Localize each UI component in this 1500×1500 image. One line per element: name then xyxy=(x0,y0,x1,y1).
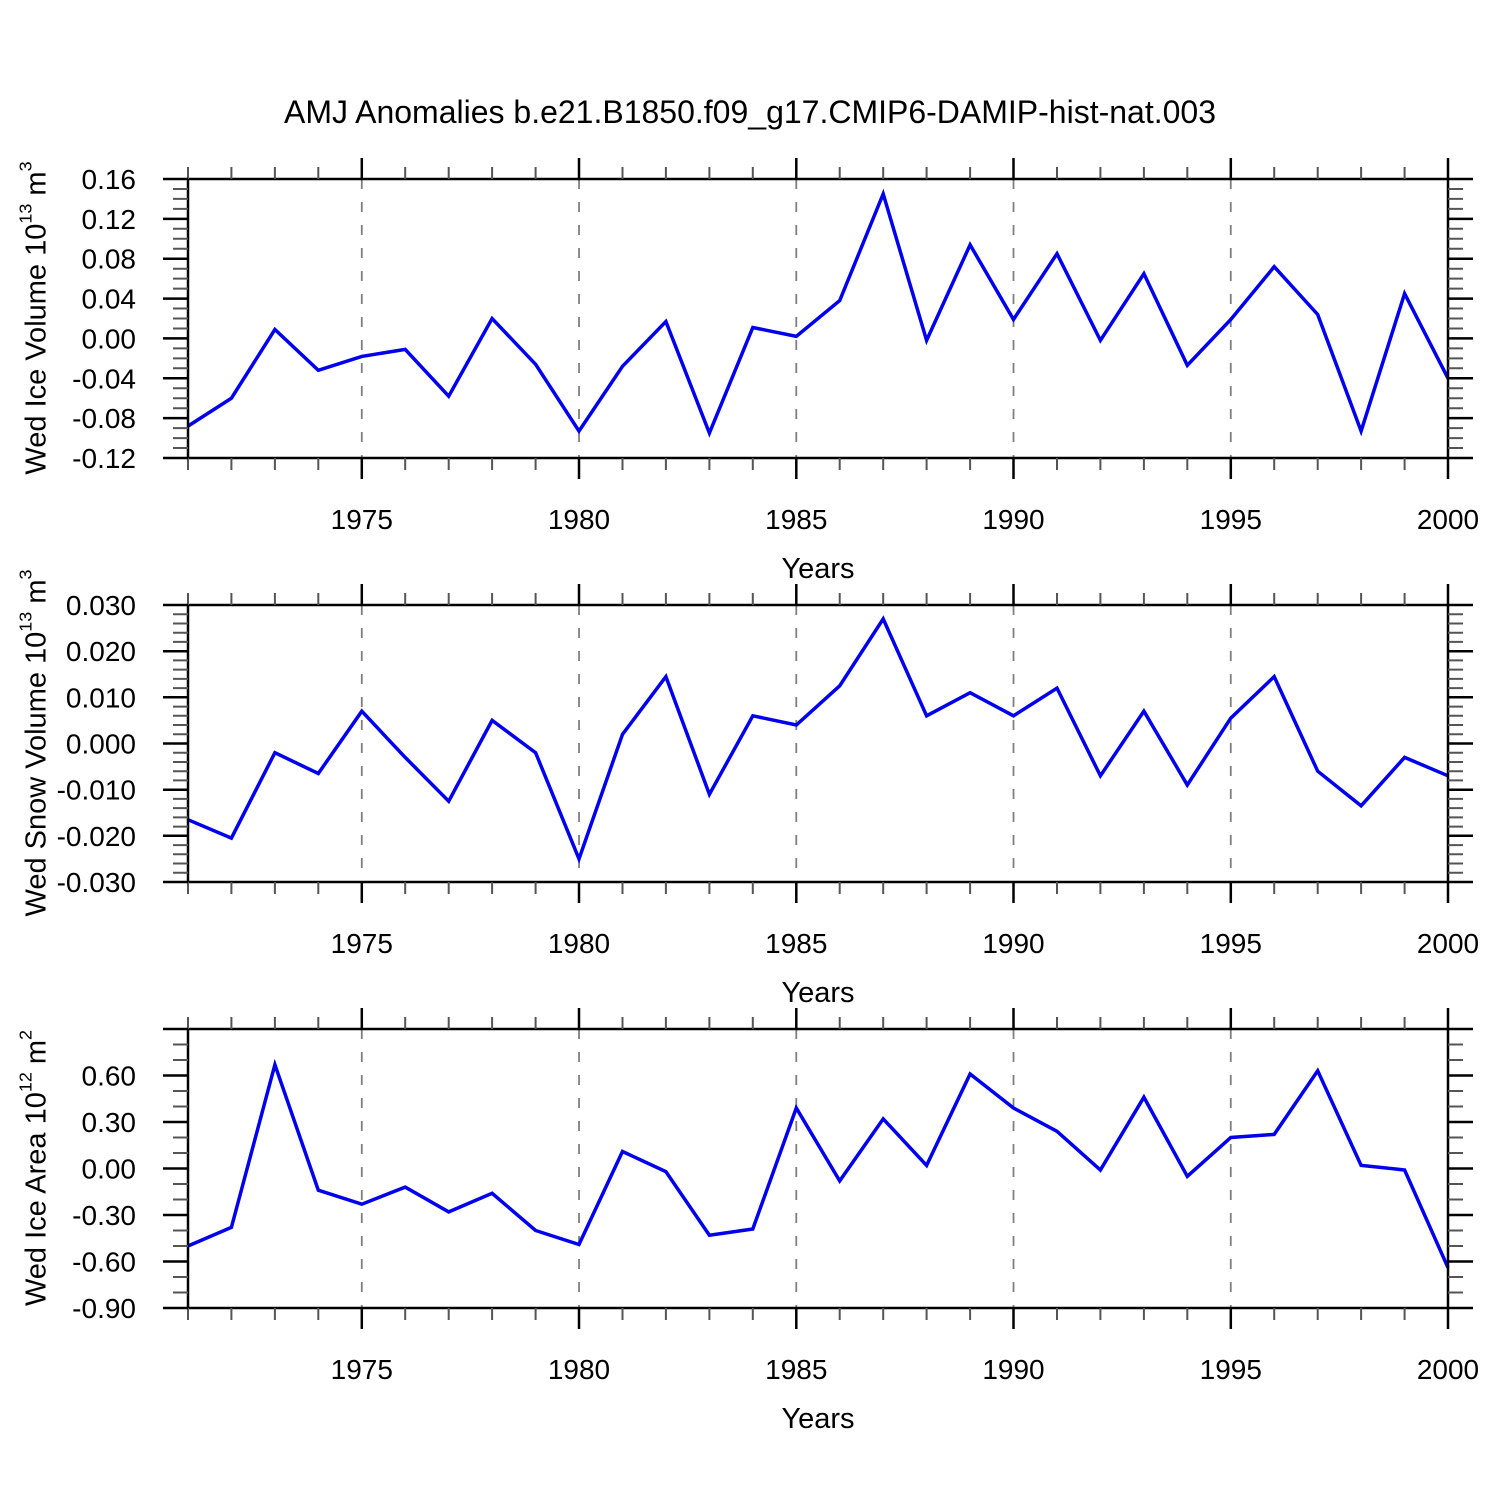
y-tick-label: 0.04 xyxy=(82,284,137,315)
y-tick-label: 0.020 xyxy=(66,636,136,667)
y-tick-label: 0.000 xyxy=(66,729,136,760)
x-tick-label: 2000 xyxy=(1417,928,1479,959)
major-ticks xyxy=(163,1008,1473,1329)
x-tick-label: 1980 xyxy=(548,1354,610,1385)
y-tick-label: 0.00 xyxy=(82,323,137,354)
chart-wed-ice-area: 0.60 0.30 0.00 -0.30 -0.60 -0.90 1975 1980 1985 1… xyxy=(72,1008,1479,1385)
y-tick-label: -0.12 xyxy=(72,443,136,474)
y-tick-label: -0.010 xyxy=(57,775,136,806)
y-tick-label: 0.16 xyxy=(82,164,137,195)
major-ticks xyxy=(163,158,1473,479)
x-tick-label: 1990 xyxy=(982,504,1044,535)
data-line-wed-ice-volume xyxy=(187,188,1450,438)
minor-ticks xyxy=(173,167,1463,470)
x-tick-label: 1990 xyxy=(982,1354,1044,1385)
y-tick-label: -0.30 xyxy=(72,1200,136,1231)
x-tick-label: 2000 xyxy=(1417,1354,1479,1385)
x-tick-label: 1985 xyxy=(765,1354,827,1385)
x-tick-label: 1980 xyxy=(548,928,610,959)
y-tick-label: -0.90 xyxy=(72,1293,136,1324)
x-tick-label: 1995 xyxy=(1200,504,1262,535)
x-axis-label-chart-1: Years xyxy=(781,553,855,585)
y-tick-label: 0.010 xyxy=(66,682,136,713)
major-ticks xyxy=(163,584,1473,903)
x-tick-label: 1985 xyxy=(765,928,827,959)
page-title: AMJ Anomalies b.e21.B1850.f09_g17.CMIP6-… xyxy=(283,94,1217,130)
minor-ticks xyxy=(173,593,1463,894)
chart-wed-ice-volume: 0.16 0.12 0.08 0.04 0.00 -0.04 -0.08 -0.12 1975 1… xyxy=(72,158,1479,535)
y-tick-label: -0.030 xyxy=(57,867,136,898)
x-axis-label-chart-2: Years xyxy=(781,977,855,1009)
data-line-wed-snow-volume xyxy=(187,615,1449,864)
x-tick-label: 1980 xyxy=(548,504,610,535)
x-tick-label: 1985 xyxy=(765,504,827,535)
minor-ticks xyxy=(173,1017,1463,1320)
data-line-wed-ice-area xyxy=(187,1058,1450,1269)
y-tick-label: 0.12 xyxy=(82,204,137,235)
y-tick-label: -0.60 xyxy=(72,1247,136,1278)
plot-border xyxy=(186,603,1450,884)
y-tick-label: 0.00 xyxy=(82,1154,137,1185)
y-tick-label: 0.30 xyxy=(82,1107,137,1138)
x-tick-label: 1995 xyxy=(1200,928,1262,959)
x-tick-label: 1995 xyxy=(1200,1354,1262,1385)
x-tick-label: 1975 xyxy=(331,928,393,959)
x-tick-label: 2000 xyxy=(1417,504,1479,535)
plot-border xyxy=(186,1027,1450,1310)
y-tick-label: -0.020 xyxy=(57,821,136,852)
x-tick-label: 1975 xyxy=(331,1354,393,1385)
chart-wed-snow-volume: 0.030 0.020 0.010 0.000 -0.010 -0.020 -0.030 19… xyxy=(57,584,1479,959)
y-tick-label: 0.60 xyxy=(82,1061,137,1092)
y-tick-label: -0.08 xyxy=(72,403,136,434)
y-tick-label: 0.08 xyxy=(82,244,137,275)
x-axis-label-chart-3: Years xyxy=(781,1403,855,1435)
y-tick-label: 0.030 xyxy=(66,590,136,621)
x-tick-label: 1975 xyxy=(331,504,393,535)
x-tick-label: 1990 xyxy=(982,928,1044,959)
y-tick-label: -0.04 xyxy=(72,363,136,394)
